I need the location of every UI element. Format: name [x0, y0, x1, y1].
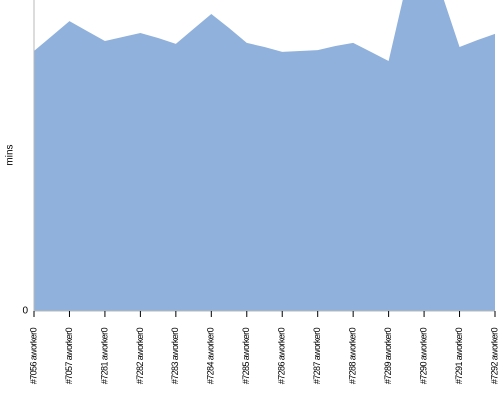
x-tick-label: #7282 aworker0	[135, 327, 145, 384]
x-tick-label: #7291 aworker0	[454, 327, 464, 384]
x-tick-label: #7285 aworker0	[241, 327, 251, 384]
x-tick-label: #7286 aworker0	[277, 327, 287, 384]
x-tick-label: #7290 aworker0	[418, 327, 428, 384]
y-tick-label: 0	[22, 306, 28, 317]
x-tick-label: #7292 aworker0	[489, 327, 499, 384]
x-tick-label: #7288 aworker0	[348, 327, 358, 384]
x-tick-label: #7287 aworker0	[312, 327, 322, 384]
area	[34, 0, 495, 311]
x-tick-label: #7056 aworker0	[28, 327, 38, 384]
x-tick-label: #7284 aworker0	[206, 327, 216, 384]
x-tick-label: #7281 aworker0	[99, 327, 109, 384]
y-axis-label: mins	[5, 144, 16, 165]
x-tick-label: #7289 aworker0	[383, 327, 393, 384]
x-tick-label: #7057 aworker0	[64, 327, 74, 384]
x-tick-label: #7283 aworker0	[170, 327, 180, 384]
